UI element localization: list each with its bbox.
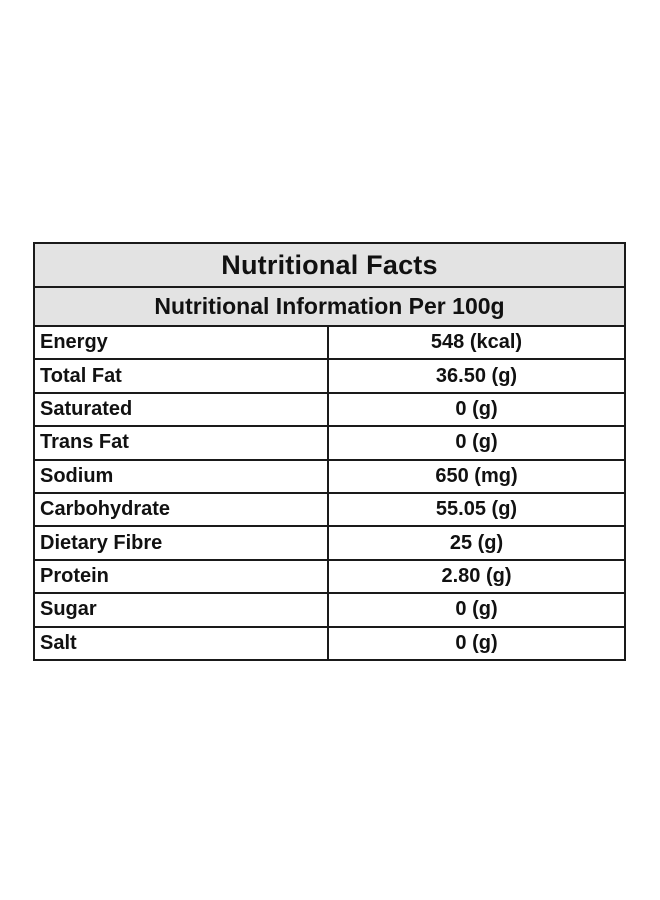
nutrient-value: 650 (mg) bbox=[435, 464, 518, 487]
nutrient-value: 2.80 (g) bbox=[441, 564, 512, 587]
nutrient-value: 0 (g) bbox=[455, 397, 498, 420]
nutrient-name: Energy bbox=[35, 327, 329, 359]
table-row: Salt 0 (g) bbox=[35, 627, 624, 659]
nutrition-facts-table: Nutritional Facts Nutritional Informatio… bbox=[33, 242, 626, 661]
table-row: Dietary Fibre 25 (g) bbox=[35, 527, 624, 561]
nutrient-name: Trans Fat bbox=[35, 427, 329, 459]
nutrient-name: Dietary Fibre bbox=[35, 527, 329, 559]
nutrient-name: Salt bbox=[35, 627, 329, 659]
table-row: Carbohydrate 55.05 (g) bbox=[35, 493, 624, 528]
nutrient-name: Saturated bbox=[35, 393, 329, 426]
nutrient-name: Sodium bbox=[35, 460, 329, 492]
nutrient-value: 0 (g) bbox=[455, 598, 498, 621]
nutrient-name: Protein bbox=[35, 560, 329, 593]
table-row: Energy 548 (kcal) bbox=[35, 327, 624, 361]
nutrient-value: 36.50 (g) bbox=[435, 364, 518, 387]
nutrient-name: Total Fat bbox=[35, 360, 329, 392]
nutrient-value: 0 (g) bbox=[455, 431, 498, 454]
nutrient-value: 0 (g) bbox=[455, 631, 498, 654]
nutrient-value: 55.05 (g) bbox=[435, 498, 518, 521]
table-subtitle: Nutritional Information Per 100g bbox=[35, 288, 624, 327]
nutrient-value: 548 (kcal) bbox=[430, 331, 523, 354]
nutrient-value: 25 (g) bbox=[449, 531, 504, 554]
table-row: Protein 2.80 (g) bbox=[35, 560, 624, 595]
nutrient-name: Sugar bbox=[35, 594, 329, 626]
nutrient-rows: Energy 548 (kcal) Total Fat 36.50 (g) Sa… bbox=[35, 327, 624, 659]
table-row: Sugar 0 (g) bbox=[35, 594, 624, 628]
table-row: Sodium 650 (mg) bbox=[35, 460, 624, 494]
table-row: Saturated 0 (g) bbox=[35, 393, 624, 428]
table-title: Nutritional Facts bbox=[35, 244, 624, 288]
table-row: Trans Fat 0 (g) bbox=[35, 427, 624, 461]
nutrient-name: Carbohydrate bbox=[35, 493, 329, 526]
table-row: Total Fat 36.50 (g) bbox=[35, 360, 624, 394]
